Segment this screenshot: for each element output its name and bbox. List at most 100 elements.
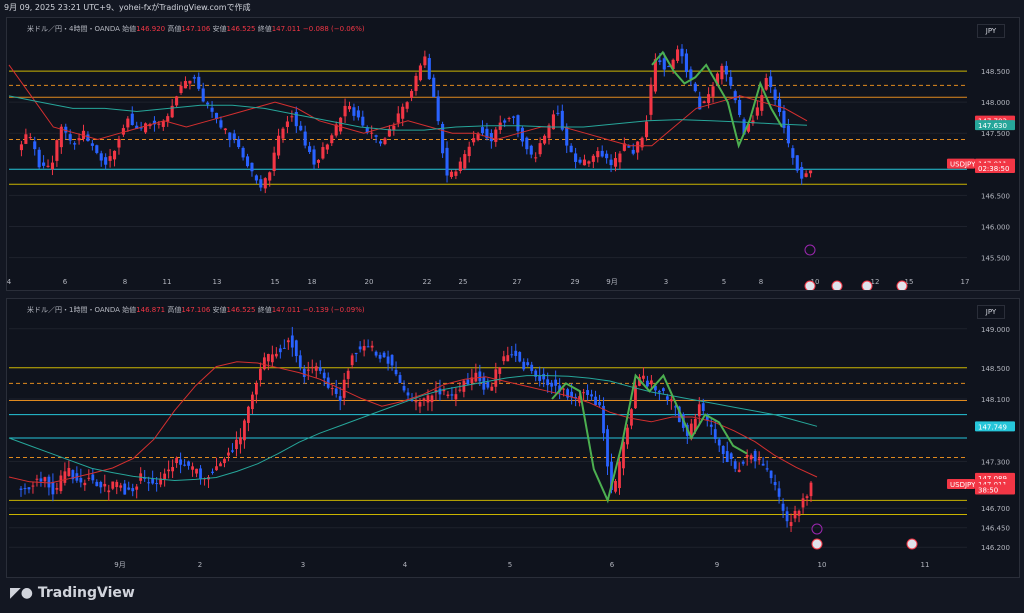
candle-body	[59, 126, 63, 148]
event-flag-icon	[896, 280, 908, 290]
candle-body	[809, 170, 813, 174]
candle-body	[636, 141, 640, 153]
candle-body	[410, 399, 414, 401]
x-tick-label: 17	[961, 278, 970, 286]
candle-body	[290, 116, 294, 118]
candle-body	[551, 114, 555, 130]
candle-body	[793, 510, 797, 519]
candle-body	[179, 459, 182, 465]
candle-body	[427, 58, 431, 80]
candle-body	[77, 138, 81, 141]
candle-body	[800, 167, 804, 179]
candle-body	[446, 394, 450, 397]
candle-body	[574, 396, 577, 398]
chart-panel-4h[interactable]: 米ドル／円・4時間・OANDA 始値146.920 高値147.106 安値14…	[6, 17, 1020, 291]
candle-body	[467, 146, 471, 157]
candle-body	[558, 385, 562, 392]
candle-body	[318, 367, 322, 371]
candle-body	[405, 102, 409, 109]
candle-body	[251, 394, 254, 410]
candle-body	[560, 110, 564, 130]
candle-body	[520, 127, 524, 142]
candle-body	[809, 482, 813, 497]
candle-body	[115, 481, 119, 488]
candle-body	[361, 116, 365, 126]
candle-body	[157, 123, 161, 125]
candle-body	[463, 154, 467, 169]
candle-body	[79, 477, 83, 483]
candle-body	[325, 144, 329, 150]
candle-body	[697, 404, 701, 417]
candle-body	[270, 354, 274, 363]
candle-body	[423, 56, 427, 66]
candle-body	[654, 385, 657, 391]
candle-body	[356, 110, 360, 118]
candle-body	[454, 171, 458, 176]
candle-body	[745, 454, 749, 457]
candle-body	[755, 107, 759, 116]
y-tick-label: 146.200	[981, 544, 1010, 552]
x-tick-label: 10	[818, 561, 827, 569]
candle-body	[231, 450, 234, 452]
chart-4h-svg[interactable]: 148.500 148.000 147.500 146.500 146.000 145.5…	[7, 18, 1019, 290]
legend-high-label: 高値	[167, 306, 182, 314]
chart-panel-1h[interactable]: 米ドル／円・1時間・OANDA 始値146.871 高値147.106 安値14…	[6, 298, 1020, 578]
candle-body	[95, 145, 99, 153]
candle-body	[782, 110, 786, 129]
candle-body	[183, 464, 186, 466]
candle-body	[574, 153, 578, 162]
candle-body	[112, 150, 117, 160]
candle-body	[486, 381, 490, 388]
candle-body	[582, 159, 587, 166]
candle-body	[111, 481, 115, 489]
candle-body	[392, 125, 396, 131]
candle-body	[342, 379, 346, 398]
candle-body	[693, 418, 697, 432]
candle-body	[474, 372, 478, 382]
candle-body	[330, 135, 334, 144]
candle-body	[151, 478, 155, 484]
candle-body	[765, 468, 769, 470]
candle-body	[277, 135, 281, 156]
candle-body	[518, 352, 522, 362]
legend-close-label: 終値	[257, 25, 272, 33]
candle-body	[426, 395, 430, 403]
candle-body	[215, 466, 218, 471]
candle-body	[47, 476, 51, 488]
candle-body	[441, 123, 445, 154]
candle-body	[742, 119, 746, 135]
candle-body	[761, 463, 765, 466]
candle-body	[609, 159, 613, 166]
candle-body	[310, 366, 314, 368]
candle-body	[554, 379, 558, 386]
candle-body	[777, 488, 781, 497]
candle-body	[458, 389, 462, 391]
candle-body	[631, 149, 635, 154]
candle-body	[378, 354, 382, 359]
x-tick-label: 25	[459, 278, 468, 286]
candle-body	[590, 394, 593, 397]
candle-body	[64, 126, 68, 133]
candle-body	[272, 152, 276, 172]
legend-high: 147.106	[181, 25, 211, 33]
chart-1h-svg[interactable]: 149.000 148.500 148.100 147.300 146.700 146.4…	[7, 299, 1019, 577]
x-tick-label: 6	[63, 278, 68, 286]
candle-body	[642, 375, 645, 379]
legend-4h: 米ドル／円・4時間・OANDA 始値146.920 高値147.106 安値14…	[27, 24, 365, 34]
candle-body	[86, 134, 90, 142]
currency-button[interactable]: JPY	[977, 305, 1005, 319]
candle-body	[130, 113, 134, 126]
candle-body	[606, 429, 609, 467]
candle-body	[414, 401, 418, 403]
currency-button[interactable]: JPY	[977, 24, 1005, 38]
candle-body	[530, 364, 534, 371]
candle-body	[237, 139, 241, 148]
candle-body	[103, 483, 107, 487]
candle-body	[281, 128, 285, 139]
candle-body	[725, 451, 729, 463]
candle-body	[511, 116, 516, 118]
candle-body	[117, 138, 121, 148]
tradingview-logo[interactable]: ◤● TradingView	[10, 585, 135, 601]
candle-body	[414, 75, 418, 91]
candle-body	[701, 403, 705, 411]
